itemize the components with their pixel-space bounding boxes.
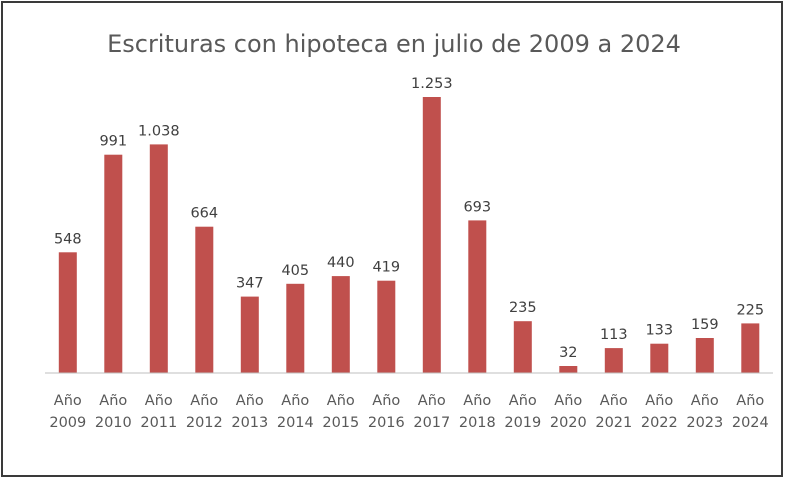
bar-2019: [513, 321, 532, 373]
bar-2022: [650, 343, 669, 373]
tick-label-2019: Año 2019: [504, 393, 541, 431]
bar-2023: [695, 338, 714, 373]
tick-label-2021: Año 2021: [595, 393, 632, 431]
value-label-2010: 991: [99, 134, 127, 150]
tick-label-2023: Año 2023: [686, 393, 723, 431]
bar-2013: [240, 296, 259, 373]
tick-label-2015: Año 2015: [322, 393, 359, 431]
tick-label-2011: Año 2011: [140, 393, 177, 431]
bar-2011: [149, 144, 168, 373]
bar-2009: [58, 252, 77, 373]
tick-label-2024: Año 2024: [732, 393, 769, 431]
bar-2010: [104, 154, 123, 373]
value-label-2023: 159: [691, 317, 719, 333]
value-label-2020: 32: [559, 345, 577, 361]
value-label-2024: 225: [736, 302, 764, 318]
tick-label-2010: Año 2010: [95, 393, 132, 431]
value-label-2019: 235: [509, 300, 537, 316]
bar-2016: [377, 280, 396, 373]
value-label-2012: 664: [190, 206, 218, 222]
bar-2017: [422, 97, 441, 373]
tick-label-2013: Año 2013: [231, 393, 268, 431]
value-label-2011: 1.038: [138, 123, 180, 139]
tick-label-2016: Año 2016: [368, 393, 405, 431]
value-label-2022: 133: [645, 323, 673, 339]
tick-label-2012: Año 2012: [186, 393, 223, 431]
bars-group: [58, 97, 760, 373]
bar-2015: [331, 276, 350, 373]
bar-2012: [195, 226, 214, 373]
bar-2014: [286, 283, 305, 373]
value-label-2021: 113: [600, 327, 628, 343]
value-label-2015: 440: [327, 255, 355, 271]
tick-label-2022: Año 2022: [641, 393, 678, 431]
tick-label-2009: Año 2009: [49, 393, 86, 431]
tick-label-2020: Año 2020: [550, 393, 587, 431]
tick-label-2017: Año 2017: [413, 393, 450, 431]
value-label-2018: 693: [463, 199, 491, 215]
bar-2020: [559, 366, 578, 373]
chart-title: Escrituras con hipoteca en julio de 2009…: [107, 30, 681, 58]
value-label-2014: 405: [281, 263, 309, 279]
value-label-2016: 419: [372, 260, 400, 276]
bar-2024: [741, 323, 760, 373]
value-label-2013: 347: [236, 276, 264, 292]
value-labels-group: 548 991 1.038 664 347 405 440 419 1.253 693 235 32 1…: [54, 76, 764, 361]
bar-2021: [604, 348, 623, 373]
value-label-2009: 548: [54, 231, 82, 247]
tick-label-2014: Año 2014: [277, 393, 314, 431]
tick-label-2018: Año 2018: [459, 393, 496, 431]
bar-2018: [468, 220, 487, 373]
value-label-2017: 1.253: [411, 76, 453, 92]
